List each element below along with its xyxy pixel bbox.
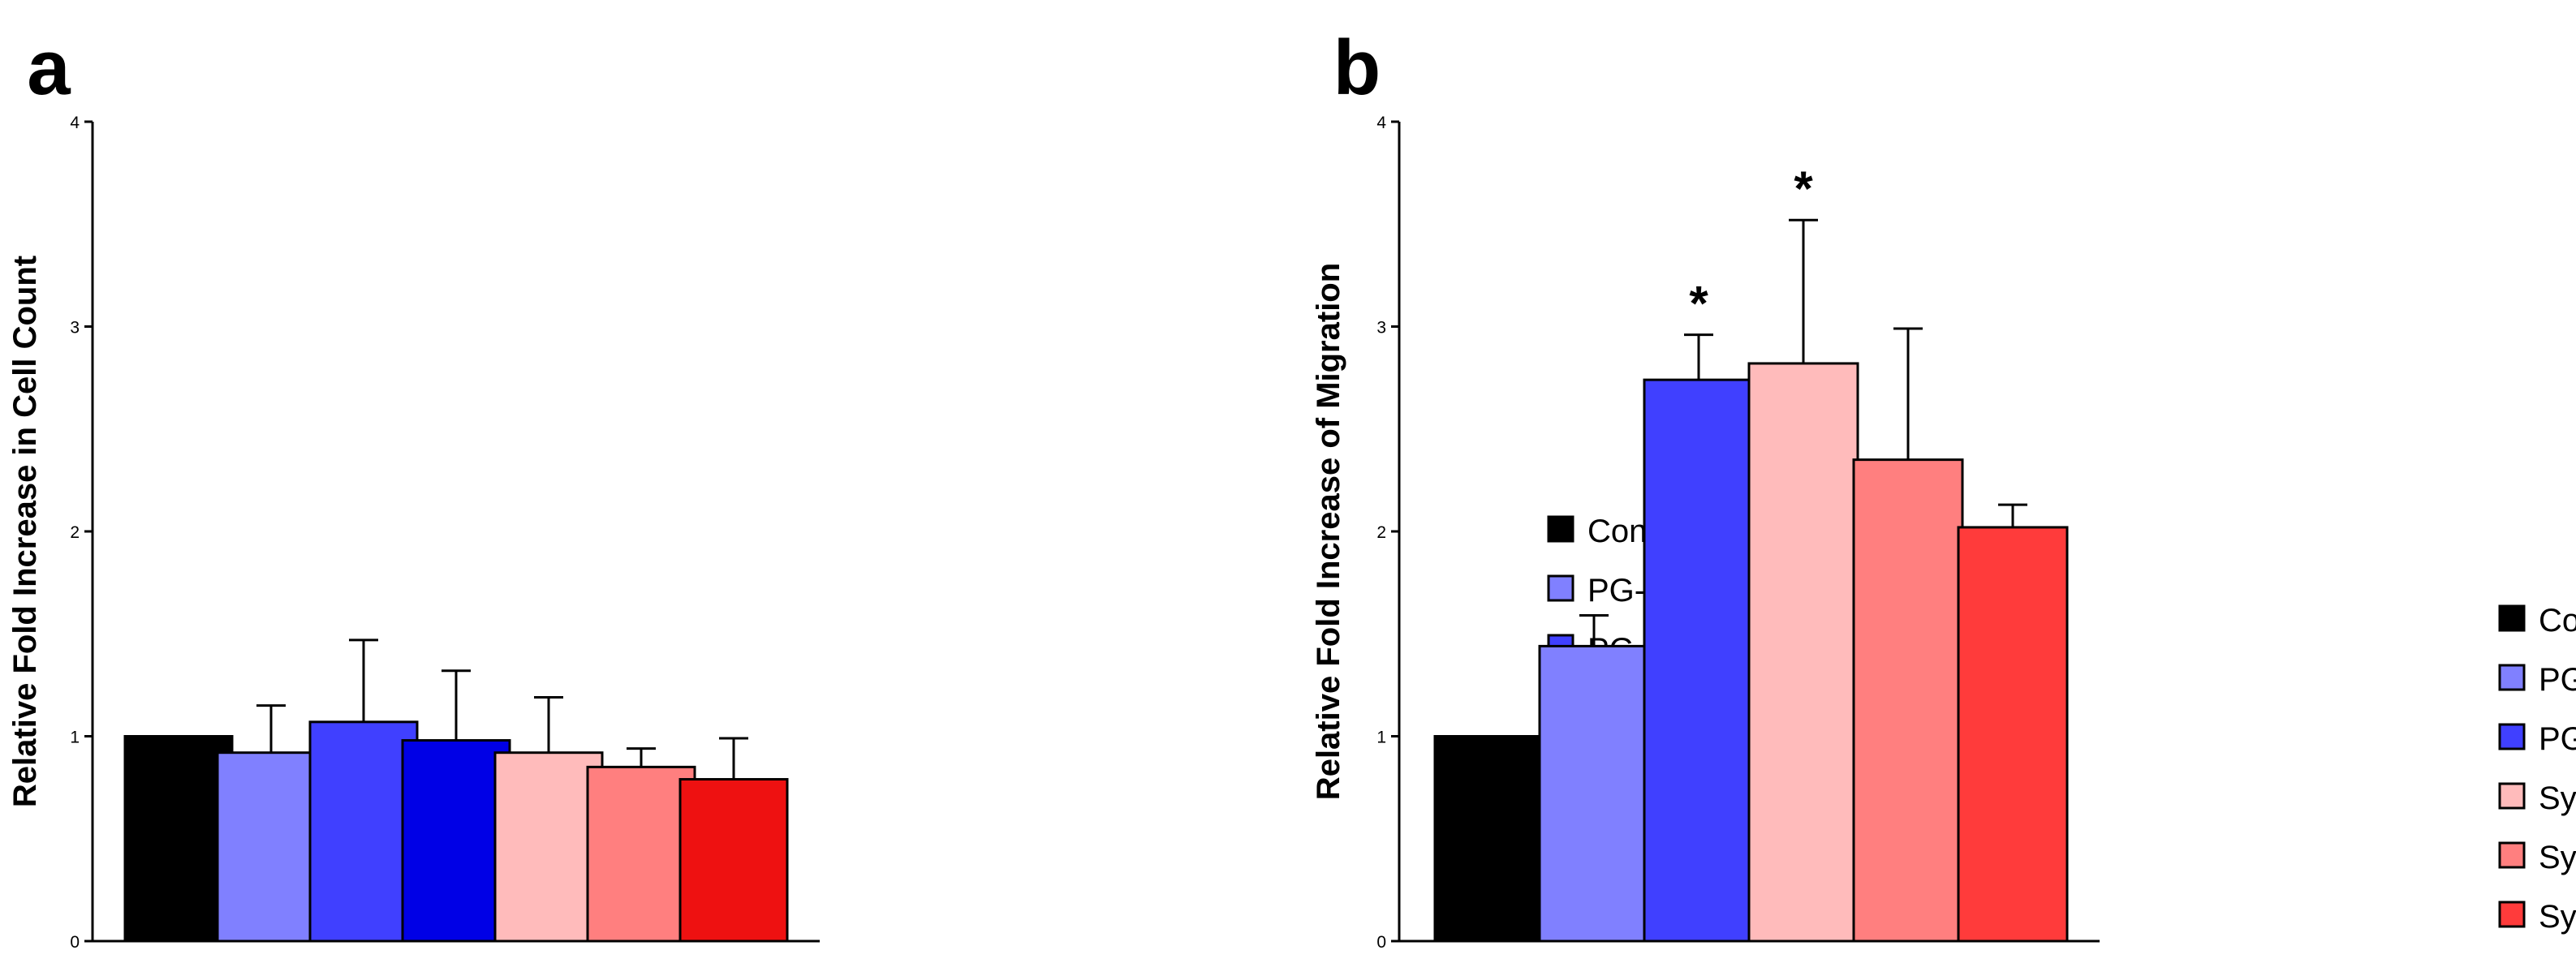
significance-marker: * — [1794, 161, 1813, 216]
y-tick-label: 3 — [70, 319, 80, 338]
legend-swatch — [1547, 574, 1574, 602]
bar-1 — [123, 735, 234, 943]
bar-1 — [1433, 735, 1545, 943]
y-tick-label: 1 — [1376, 729, 1386, 747]
y-tick-label: 3 — [1376, 319, 1386, 338]
bar-4 — [1747, 362, 1859, 943]
y-tick-label: 1 — [70, 729, 80, 747]
y-tick-label: 4 — [70, 114, 80, 132]
legend-swatch — [2498, 723, 2526, 750]
bar-5 — [493, 751, 604, 943]
bar-3 — [1643, 378, 1755, 943]
legend-label: Control — [2539, 603, 2576, 638]
legend-label: SynPG-1 (20 μg/mL) — [2539, 899, 2576, 935]
y-tick-label: 4 — [1376, 114, 1386, 132]
bar-2 — [216, 751, 326, 943]
bar-7 — [678, 778, 789, 943]
bar-6 — [586, 765, 696, 943]
legend-swatch — [2498, 604, 2526, 632]
bar-6 — [1957, 526, 2069, 943]
significance-marker: * — [1689, 277, 1708, 331]
bar-3 — [308, 720, 419, 943]
panel-b-bar-chart: b Relative Fold Increase of Migration 0 1 2 3… — [1311, 24, 2576, 952]
legend-label: PG-1 (10 μg/mL) — [2539, 662, 2576, 698]
y-tick-label: 2 — [1376, 523, 1386, 542]
legend-swatch — [2498, 664, 2526, 691]
panel-letter: a — [27, 24, 71, 111]
legend-swatch — [1547, 515, 1574, 543]
bar-4 — [401, 739, 511, 943]
legend-swatch — [2498, 782, 2526, 810]
y-tick-label: 0 — [1376, 933, 1386, 952]
bar-5 — [1852, 458, 1964, 943]
legend-label: SynPG-1 (5 μg/mL) — [2539, 780, 2576, 816]
y-axis-label: Relative Fold Increase of Migration — [1311, 263, 1346, 800]
panel-letter: b — [1333, 24, 1381, 111]
bar-2 — [1538, 644, 1650, 943]
y-tick-label: 0 — [70, 933, 80, 952]
y-axis-label: Relative Fold Increase in Cell Count — [7, 256, 43, 807]
legend-swatch — [2498, 841, 2526, 869]
legend-swatch — [2498, 901, 2526, 928]
y-tick-label: 2 — [70, 523, 80, 542]
legend-label: PG-1 (20 μg/mL) — [2539, 721, 2576, 757]
legend-label: SynPG-1 (10 μg/mL) — [2539, 840, 2576, 875]
